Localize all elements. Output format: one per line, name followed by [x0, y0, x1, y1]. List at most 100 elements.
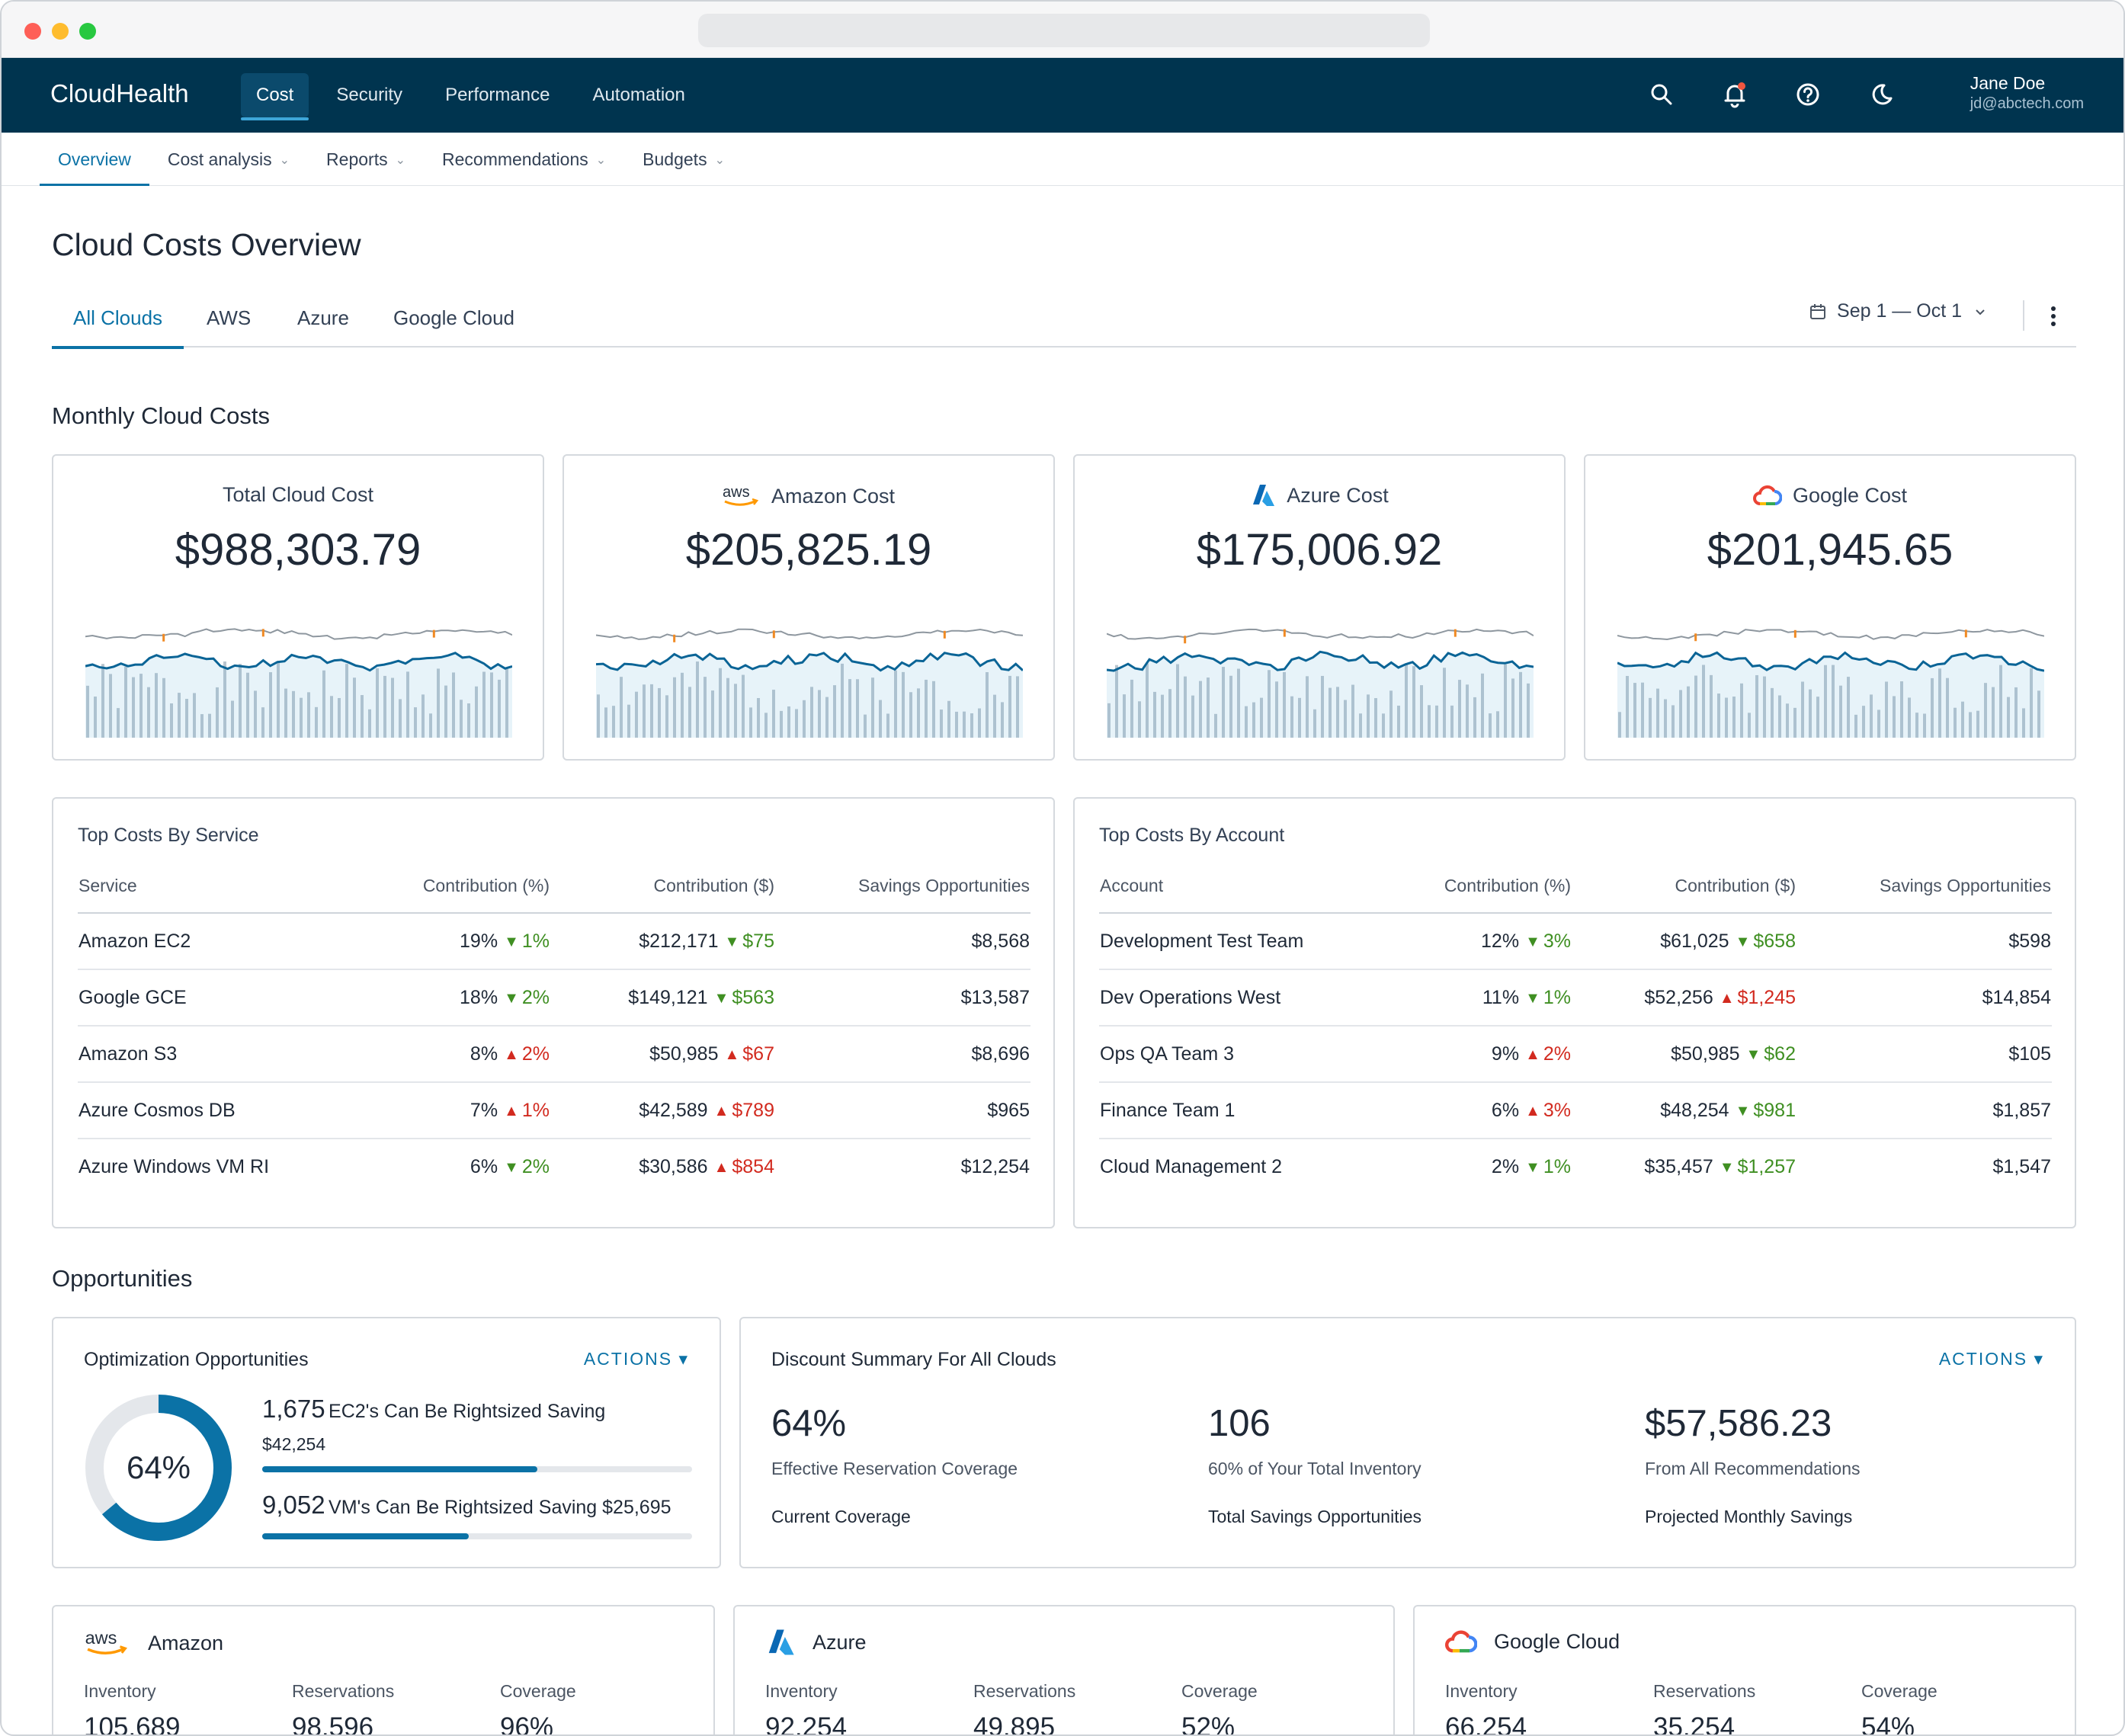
chevron-down-icon [1976, 309, 1985, 315]
spark-bar [1382, 713, 1385, 738]
subnav-cost-analysis[interactable]: Cost analysis ⌄ [149, 133, 308, 186]
nav-automation[interactable]: Automation [592, 85, 685, 105]
column-header[interactable]: Contribution (%) [1389, 875, 1572, 914]
trend-up-icon: ▲ [1719, 989, 1735, 1007]
table-row[interactable]: Cloud Management 2 2% ▼ 1% $35,457 ▼ $1,257 $1,… [1099, 1139, 2052, 1195]
spark-bar [1283, 671, 1286, 738]
actions-dropdown-button[interactable]: ACTIONS ▾ [583, 1349, 689, 1369]
zoom-window-button[interactable] [79, 23, 96, 40]
tab-aws[interactable]: AWS [207, 306, 252, 329]
provider-card-google-cloud[interactable]: Google Cloud Inventory 66,254 Reservation… [1413, 1605, 2076, 1736]
subnav-recommendations[interactable]: Recommendations ⌄ [424, 133, 624, 186]
kpi-card-amazon[interactable]: aws Amazon Cost $205,825.19 [562, 454, 1055, 761]
tab-azure[interactable]: Azure [297, 306, 349, 329]
spark-bar [101, 664, 104, 738]
kpi-title: Amazon Cost [771, 484, 896, 508]
spark-bar [1123, 694, 1126, 738]
spark-bar [1458, 680, 1461, 738]
table-row[interactable]: Azure Cosmos DB 7% ▲ 1% $42,589 ▲ $789 $965 [78, 1082, 1030, 1139]
subnav-overview[interactable]: Overview [40, 133, 149, 186]
column-header[interactable]: Account [1099, 875, 1389, 914]
close-window-button[interactable] [24, 23, 41, 40]
spark-bar [1618, 712, 1621, 738]
nav-cost[interactable]: Cost [241, 73, 309, 120]
table-row[interactable]: Dev Operations West 11% ▼ 1% $52,256 ▲ $1,245 $… [1099, 969, 2052, 1027]
kpi-card-total[interactable]: Total Cloud Cost $988,303.79 [52, 454, 544, 761]
brand-logo[interactable]: CloudHealth [50, 79, 189, 107]
spark-bar [467, 703, 470, 738]
kpi-card-google[interactable]: Google Cost $201,945.65 [1584, 454, 2076, 761]
spark-bar [986, 672, 989, 738]
table-row[interactable]: Google GCE 18% ▼ 2% $149,121 ▼ $563 $13,587 [78, 969, 1030, 1027]
spark-bar [612, 706, 615, 738]
spark-bar [2037, 690, 2040, 738]
provider-card-amazon[interactable]: aws Amazon Inventory 105,689 Reservations… [52, 1605, 715, 1736]
spark-bar [1008, 675, 1011, 738]
column-header[interactable]: Service [78, 875, 367, 914]
pct-delta: 2% [521, 1156, 550, 1177]
spark-bar [361, 695, 364, 738]
stat-value: 98,596 [292, 1712, 374, 1736]
table-row[interactable]: Finance Team 1 6% ▲ 3% $48,254 ▼ $981 $1,857 [1099, 1082, 2052, 1139]
kpi-card-azure[interactable]: Azure Cost $175,006.92 [1073, 454, 1566, 761]
help-icon[interactable] [1794, 81, 1822, 108]
spark-bar [749, 707, 752, 738]
subnav-reports[interactable]: Reports ⌄ [308, 133, 424, 186]
spark-bar [886, 713, 889, 738]
column-header[interactable]: Contribution ($) [1572, 875, 1796, 914]
spark-bar [658, 687, 661, 738]
notification-bell-icon[interactable] [1721, 81, 1748, 108]
row-contribution-amount: $50,985 ▼ $62 [1572, 1026, 1796, 1083]
spark-bar [1466, 684, 1469, 738]
spark-marker [162, 633, 165, 642]
spark-line-secondary [85, 628, 512, 640]
amount-delta: $67 [742, 1043, 774, 1065]
spark-line-secondary [1107, 628, 1534, 640]
azure-logo-icon [768, 1629, 794, 1655]
trend-up-icon: ▲ [713, 1102, 729, 1119]
spark-bar [1809, 689, 1812, 738]
table-row[interactable]: Amazon EC2 19% ▼ 1% $212,171 ▼ $75 $8,568 [78, 913, 1030, 970]
pct-value: 6% [1491, 1099, 1520, 1121]
tab-google-cloud[interactable]: Google Cloud [393, 306, 514, 329]
metric-subtitle: Effective Reservation Coverage [771, 1459, 1018, 1478]
spark-marker [772, 630, 775, 639]
pct-value: 6% [470, 1156, 498, 1177]
spark-bar [444, 685, 447, 738]
dark-mode-moon-icon[interactable] [1867, 81, 1895, 108]
spark-bar [932, 681, 935, 738]
table-row[interactable]: Ops QA Team 3 9% ▲ 2% $50,985 ▼ $62 $105 [1099, 1026, 2052, 1083]
spark-bar [460, 700, 463, 738]
table-row[interactable]: Azure Windows VM RI 6% ▼ 2% $30,586 ▲ $854 $12,… [78, 1139, 1030, 1195]
spark-bar [1877, 709, 1880, 738]
chevron-down-icon: ⌄ [714, 154, 725, 167]
spark-bar [1168, 689, 1171, 738]
date-range-picker[interactable]: Sep 1 — Oct 1 [1809, 300, 1988, 322]
tab-all-clouds[interactable]: All Clouds [52, 293, 184, 349]
minimize-window-button[interactable] [52, 23, 69, 40]
column-header[interactable]: Savings Opportunities [1796, 875, 2052, 914]
subnav-budgets[interactable]: Budgets ⌄ [624, 133, 743, 186]
column-header[interactable]: Contribution ($) [550, 875, 775, 914]
spark-bar [1870, 694, 1873, 738]
trend-down-icon: ▼ [713, 989, 729, 1007]
kpi-title: Google Cost [1792, 483, 1908, 507]
address-bar[interactable] [698, 14, 1430, 47]
card-title: Discount Summary For All Clouds [771, 1349, 1056, 1370]
spark-bar [1450, 705, 1454, 738]
nav-security[interactable]: Security [336, 85, 403, 105]
search-icon[interactable] [1648, 81, 1675, 108]
more-options-icon[interactable] [2046, 302, 2061, 332]
row-contribution-pct: 12% ▼ 3% [1389, 913, 1572, 970]
stat-value: 35,254 [1653, 1712, 1736, 1736]
column-header[interactable]: Savings Opportunities [775, 875, 1030, 914]
provider-card-azure[interactable]: Azure Inventory 92,254 Reservations 49,895… [733, 1605, 1395, 1734]
kpi-value: $988,303.79 [175, 525, 421, 575]
actions-dropdown-button[interactable]: ACTIONS ▾ [1938, 1349, 2044, 1369]
table-row[interactable]: Amazon S3 8% ▲ 2% $50,985 ▲ $67 $8,696 [78, 1026, 1030, 1083]
spark-bar [162, 677, 165, 738]
column-header[interactable]: Contribution (%) [367, 875, 550, 914]
table-row[interactable]: Development Test Team 12% ▼ 3% $61,025 ▼ $658 $… [1099, 913, 2052, 970]
nav-performance[interactable]: Performance [445, 85, 550, 105]
user-menu[interactable]: Jane Doe jd@abctech.com [1970, 73, 2084, 113]
